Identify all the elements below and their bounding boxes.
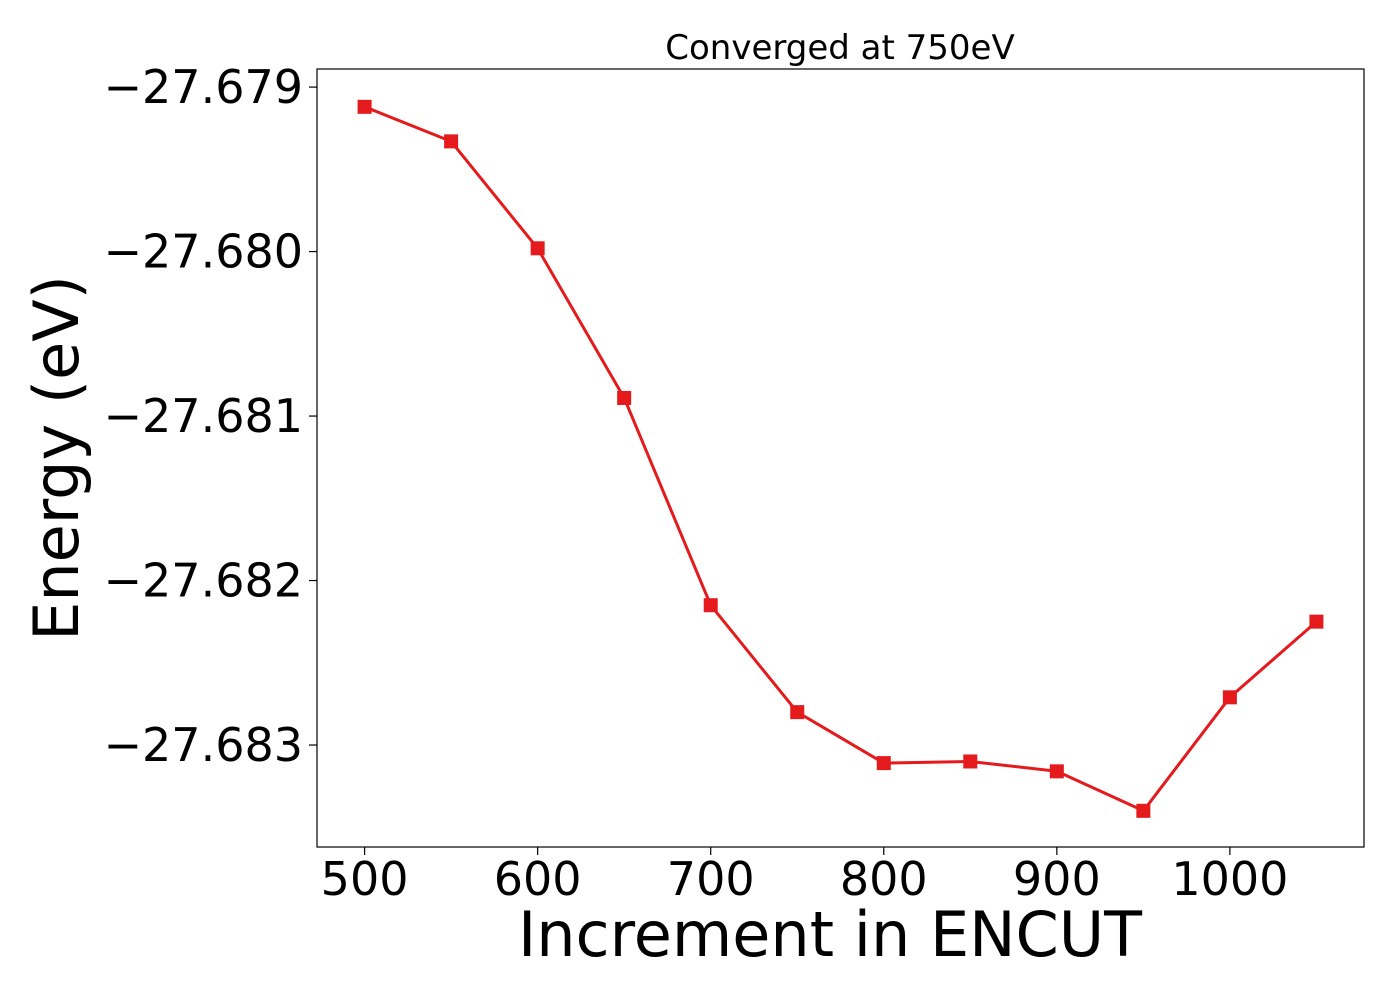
x-tick-label: 1000: [1171, 852, 1288, 906]
data-point-marker: [1222, 690, 1237, 705]
x-tick-label: 800: [840, 852, 928, 906]
data-point-marker: [444, 134, 459, 149]
x-axis-title: Increment in ENCUT: [518, 898, 1143, 971]
data-point-marker: [790, 705, 805, 720]
y-tick-label: −27.680: [104, 225, 304, 279]
data-point-marker: [357, 99, 372, 114]
data-point-marker: [1136, 803, 1151, 818]
y-axis-title: Energy (eV): [20, 275, 93, 641]
x-tick-label: 900: [1013, 852, 1101, 906]
series-line: [364, 105, 1318, 813]
x-tick-label: 500: [321, 852, 409, 906]
x-tick-label: 700: [667, 852, 755, 906]
plot-area: [316, 68, 1365, 848]
x-axis: 500 600 700 800 900 1000: [321, 847, 1288, 906]
y-tick-label: −27.679: [104, 60, 304, 114]
data-point-marker: [1309, 614, 1324, 629]
data-point-marker: [703, 598, 718, 613]
data-point-marker: [617, 390, 632, 405]
x-tick-label: 600: [494, 852, 582, 906]
data-point-marker: [1049, 764, 1064, 779]
y-tick-label: −27.682: [104, 554, 304, 608]
y-tick-label: −27.681: [104, 389, 304, 443]
data-point-marker: [876, 756, 891, 771]
y-tick-label: −27.683: [104, 718, 304, 772]
data-point-marker: [963, 754, 978, 769]
chart-title: Converged at 750eV: [665, 28, 1014, 68]
series-group: [357, 99, 1324, 818]
y-axis: −27.679 −27.680 −27.681 −27.682 −27.683: [104, 60, 317, 772]
data-point-marker: [530, 241, 545, 256]
